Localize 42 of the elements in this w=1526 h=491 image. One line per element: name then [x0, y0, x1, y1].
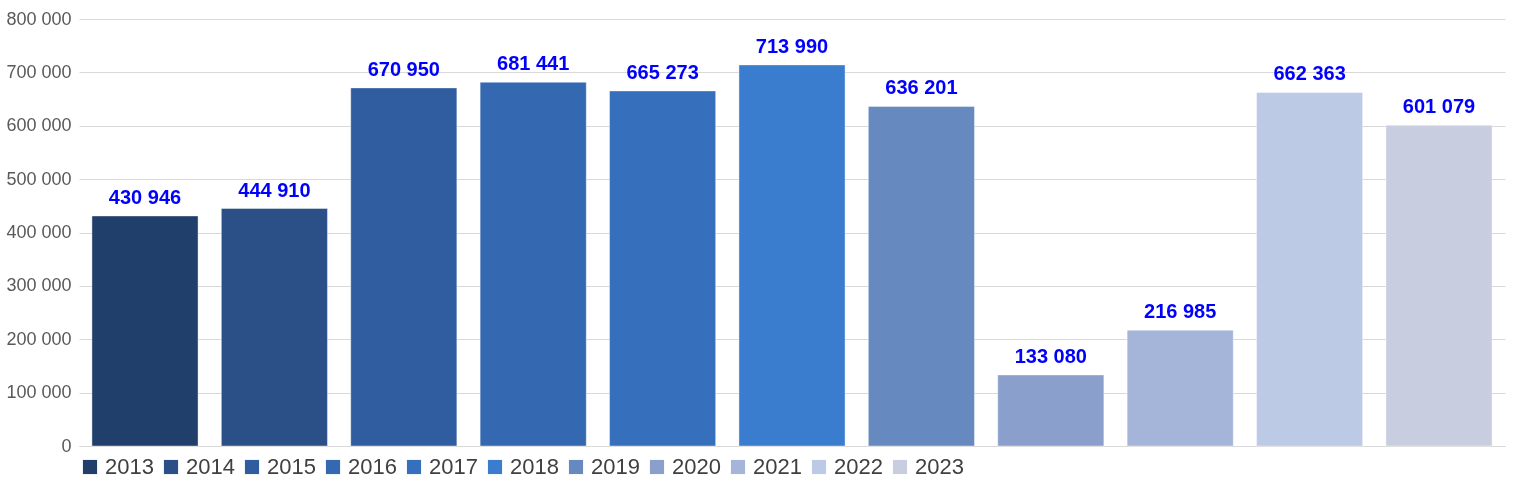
- bar: [350, 87, 458, 447]
- y-tick-label: 600 000: [6, 115, 72, 136]
- legend-label: 2023: [915, 454, 964, 479]
- legend-label: 2019: [591, 454, 640, 479]
- y-tick-label: 400 000: [6, 222, 72, 242]
- legend-label: 2018: [510, 454, 559, 479]
- data-label: 216 985: [1144, 300, 1217, 323]
- data-label: 430 946: [108, 185, 182, 208]
- legend-label: 2021: [753, 454, 802, 479]
- legend-label: 2022: [834, 454, 883, 479]
- data-label: 665 273: [626, 60, 699, 83]
- bar: [1126, 329, 1234, 447]
- y-tick-label: 200 000: [6, 328, 72, 349]
- legend-label: 2017: [429, 454, 478, 479]
- bar: [1256, 91, 1364, 447]
- data-label: 636 201: [885, 76, 958, 99]
- bar: [997, 374, 1105, 447]
- y-tick-label: 100 000: [6, 382, 72, 403]
- data-label: 681 441: [497, 52, 570, 75]
- y-tick-label: 800 000: [6, 8, 72, 29]
- y-tick-label: 300 000: [6, 275, 72, 296]
- bar: [738, 64, 846, 447]
- y-tick-label: 0: [61, 435, 72, 456]
- legend-label: 2020: [672, 454, 721, 479]
- data-label: 133 080: [1014, 344, 1087, 367]
- bar: [479, 81, 587, 447]
- legend-label: 2013: [105, 454, 154, 479]
- y-tick-label: 700 000: [6, 61, 72, 82]
- bar: [609, 90, 717, 447]
- data-label: 713 990: [755, 34, 829, 57]
- legend-label: 2015: [267, 454, 316, 479]
- data-label: 662 363: [1273, 62, 1346, 85]
- legend-label: 2014: [186, 454, 235, 479]
- bar: [220, 208, 328, 447]
- data-label: 601 079: [1402, 95, 1476, 118]
- y-tick-label: 500 000: [6, 168, 72, 189]
- bar: [867, 105, 975, 447]
- bar: [1385, 124, 1493, 447]
- data-label: 444 910: [238, 178, 311, 201]
- data-label: 670 950: [367, 57, 440, 80]
- bar: [91, 215, 199, 447]
- legend-label: 2016: [348, 454, 397, 479]
